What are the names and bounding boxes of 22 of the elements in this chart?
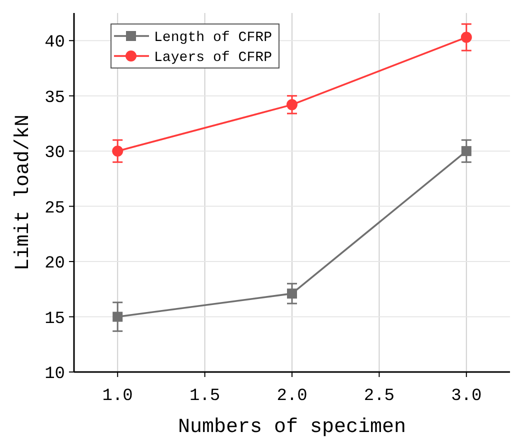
point	[286, 99, 298, 110]
point	[112, 312, 123, 322]
point	[461, 146, 472, 156]
x-tick-label: 3.0	[451, 387, 482, 406]
y-tick-label: 40	[44, 34, 65, 53]
x-axis-title: Numbers of specimen	[178, 416, 406, 439]
y-axis-title: Limit load/kN	[12, 114, 35, 271]
x-tick-label: 2.5	[364, 387, 395, 406]
x-tick-label: 2.0	[276, 387, 308, 406]
legend-label: Layers of CFRP	[154, 50, 272, 66]
y-tick-label: 30	[44, 144, 65, 164]
y-tick-label: 25	[44, 199, 65, 218]
point	[287, 288, 297, 299]
y-tick-label: 15	[44, 310, 65, 329]
point	[460, 32, 472, 43]
y-tick-label: 20	[44, 254, 65, 274]
x-tick-label: 1.0	[102, 387, 133, 406]
y-tick-label: 10	[44, 365, 65, 384]
legend-label: Length of CFRP	[154, 30, 272, 46]
x-tick-label: 1.5	[189, 387, 220, 406]
point	[112, 146, 124, 157]
y-tick-label: 35	[44, 88, 65, 108]
